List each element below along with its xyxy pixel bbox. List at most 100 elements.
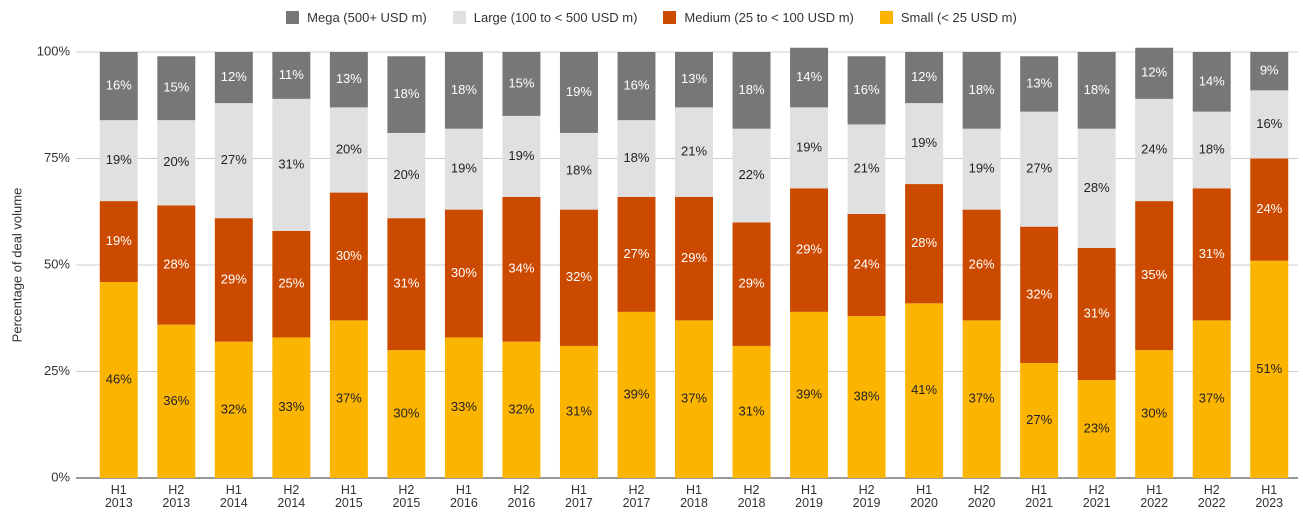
bar-segment (444, 337, 483, 478)
bar-segment (675, 52, 713, 108)
data-label: 30% (1141, 406, 1167, 421)
data-label: 34% (508, 261, 534, 276)
bar-segment (675, 320, 713, 478)
bar-segment (905, 52, 944, 104)
x-tick-label: H1 2018 (680, 483, 708, 510)
data-label: 19% (106, 152, 132, 167)
data-label: 14% (796, 69, 822, 84)
data-label: 19% (508, 148, 534, 163)
data-label: 20% (163, 154, 189, 169)
bar-segment (502, 52, 541, 116)
bar-segment (502, 341, 541, 478)
bar-segment (1020, 362, 1059, 478)
bar-segment (1250, 260, 1289, 478)
bar-segment (1020, 111, 1059, 227)
bar-segment (1077, 128, 1116, 248)
data-label: 12% (1141, 65, 1167, 80)
bar-segment (617, 120, 656, 197)
bar-segment (1250, 158, 1289, 261)
data-label: 18% (969, 82, 995, 97)
bar-segment (329, 107, 368, 193)
bar-segment (329, 320, 368, 478)
data-label: 33% (451, 399, 477, 414)
bar-segment (329, 52, 368, 108)
x-tick-label: H2 2015 (392, 483, 421, 510)
bar-segment (559, 209, 598, 346)
bar-segment (1135, 98, 1174, 202)
bar-segment (617, 52, 656, 121)
data-label: 18% (393, 86, 419, 101)
bar-segment (790, 311, 829, 478)
data-label: 27% (1026, 161, 1052, 176)
legend-swatch (452, 11, 466, 24)
data-label: 28% (1084, 180, 1110, 195)
bar-segment (99, 201, 138, 283)
legend-label: Large (100 to < 500 USD m) (473, 10, 638, 25)
x-tick-label: H2 2016 (507, 483, 536, 510)
data-label: 41% (911, 382, 937, 397)
bar-segment (790, 188, 829, 312)
bar-segment (99, 282, 138, 478)
data-label: 11% (279, 67, 304, 82)
data-label: 29% (681, 250, 707, 265)
bar-segment (1250, 90, 1289, 159)
bar-segment (157, 324, 196, 478)
data-label: 38% (854, 388, 880, 403)
bar-segment (732, 52, 771, 129)
data-label: 15% (508, 75, 534, 90)
data-label: 12% (221, 69, 247, 84)
data-label: 29% (739, 276, 765, 291)
data-label: 24% (1256, 201, 1282, 216)
bar-segment (732, 222, 771, 346)
data-label: 13% (681, 71, 707, 86)
data-label: 37% (336, 391, 362, 406)
y-axis-label: Percentage of deal volume (9, 188, 24, 343)
bar-segment (962, 52, 1001, 129)
x-tick-label: H1 2017 (565, 483, 593, 510)
bar-segment (387, 350, 426, 478)
data-label: 28% (163, 256, 189, 271)
bar-segment (272, 98, 311, 231)
data-label: 18% (623, 150, 649, 165)
bar-segment (387, 218, 426, 351)
bar-segment (444, 52, 483, 129)
data-label: 39% (796, 386, 822, 401)
bar-segment (214, 103, 253, 219)
data-label: 30% (336, 248, 362, 263)
data-label: 31% (566, 403, 592, 418)
x-tick-label: H1 2014 (219, 483, 248, 510)
bar-segment (272, 52, 311, 99)
bar-segment (502, 196, 541, 342)
bar-segment (559, 345, 598, 478)
data-label: 27% (623, 246, 649, 261)
bar-segment (732, 345, 771, 478)
data-label: 37% (681, 391, 707, 406)
x-tick-label: H2 2020 (967, 483, 996, 510)
bar-segment (214, 52, 253, 104)
data-label: 20% (393, 167, 419, 182)
data-label: 31% (739, 403, 765, 418)
data-label: 26% (969, 256, 995, 271)
data-label: 37% (969, 391, 995, 406)
bar-segment (962, 320, 1001, 478)
data-label: 28% (911, 235, 937, 250)
bar-segment (1192, 320, 1231, 478)
legend-item: Large (100 to < 500 USD m) (452, 10, 638, 25)
bar-segment (99, 120, 138, 202)
bar-segment (790, 107, 829, 189)
data-label: 27% (221, 152, 247, 167)
x-tick-label: H2 2013 (162, 483, 191, 510)
bar-segment (617, 311, 656, 478)
bar-segment (675, 107, 713, 197)
data-label: 20% (336, 141, 362, 156)
data-label: 18% (1084, 82, 1110, 97)
data-label: 29% (796, 242, 822, 257)
bar-segment (1020, 56, 1059, 112)
data-label: 30% (451, 265, 477, 280)
data-label: 29% (221, 271, 247, 286)
bar-segment (214, 341, 253, 478)
data-label: 18% (1199, 141, 1225, 156)
legend-swatch (286, 11, 300, 24)
bar-segment (847, 316, 886, 478)
